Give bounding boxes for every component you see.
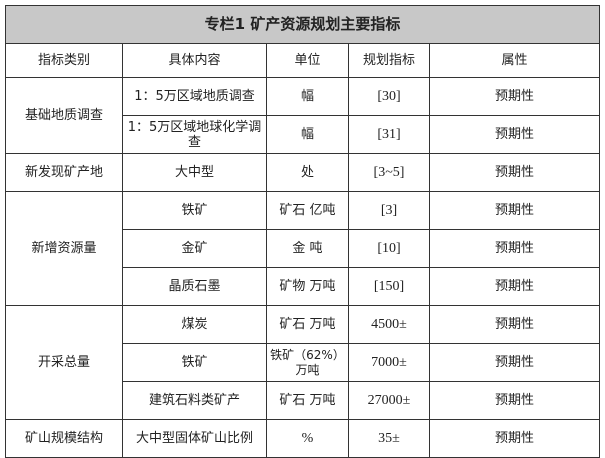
header-category: 指标类别 [5, 43, 123, 78]
unit-cell: 矿物 万吨 [266, 267, 349, 306]
attribute-cell: 预期性 [428, 77, 601, 116]
unit-cell: 矿石 亿吨 [266, 191, 349, 230]
attribute-cell: 预期性 [428, 153, 601, 192]
unit-cell: 铁矿（62%）万吨 [266, 343, 349, 382]
indicators-table: 专栏1 矿产资源规划主要指标 指标类别 具体内容 单位 规划指标 属性 基础地质… [4, 5, 601, 458]
table-row: 建筑石料类矿产 矿石 万吨 27000± 预期性 [6, 381, 601, 420]
category-cell: 开采总量 [5, 305, 123, 420]
table-row: 矿山规模结构 大中型固体矿山比例% 35± 预期性 [5, 419, 601, 458]
unit-cell: 处 [266, 153, 349, 192]
category-cell: 新发现矿产地 [5, 153, 123, 192]
title-row: 专栏1 矿产资源规划主要指标 [4, 5, 601, 44]
table-row: 开采总量 煤炭 矿石 万吨 4500± 预期性 [5, 305, 601, 420]
content-cell: 煤炭 [122, 305, 267, 344]
table-row: 新发现矿产地 大中型处 [3~5] 预期性 [5, 153, 601, 192]
attribute-cell: 预期性 [428, 229, 601, 268]
unit-cell: 幅 [266, 115, 349, 154]
header-content: 具体内容 [122, 43, 267, 78]
attribute-cell: 预期性 [428, 343, 601, 382]
table-row: 新增资源量 铁矿 矿石 亿吨 [3] 预期性 [5, 191, 601, 306]
attribute-cell: 预期性 [428, 305, 601, 344]
target-cell: [10] [348, 229, 430, 268]
target-cell: 4500± [348, 305, 430, 344]
content-cell: 大中型 [122, 153, 267, 192]
content-cell: 金矿 [122, 229, 267, 268]
header-attribute: 属性 [428, 43, 601, 78]
content-cell: 晶质石墨 [122, 267, 267, 306]
category-cell: 矿山规模结构 [5, 419, 123, 458]
attribute-cell: 预期性 [428, 191, 601, 230]
unit-cell: 矿石 万吨 [266, 305, 349, 344]
attribute-cell: 预期性 [428, 381, 601, 420]
content-cell: 1：5万区域地球化学调查 [122, 115, 267, 154]
unit-cell: 金 吨 [266, 229, 349, 268]
target-cell: [3] [348, 191, 430, 230]
unit-cell: 幅 [266, 77, 349, 116]
content-cell: 铁矿 [122, 191, 267, 230]
header-unit: 单位 [266, 43, 349, 78]
content-cell: 1：5万区域地质调查 [122, 77, 267, 116]
content-cell: 大中型固体矿山比例 [122, 419, 267, 458]
table-title: 专栏1 矿产资源规划主要指标 [4, 5, 601, 44]
header-row: 指标类别 具体内容 单位 规划指标 属性 [5, 43, 601, 78]
target-cell: [3~5] [348, 153, 430, 192]
target-cell: [150] [348, 267, 430, 306]
header-target: 规划指标 [348, 43, 430, 78]
table-row: 基础地质调查 1：5万区域地质调查幅 [30] 预期性 [5, 77, 601, 154]
content-cell: 铁矿 [122, 343, 267, 382]
category-cell: 新增资源量 [5, 191, 123, 306]
target-cell: [30] [348, 77, 430, 116]
content-cell: 建筑石料类矿产 [122, 381, 267, 420]
target-cell: [31] [348, 115, 430, 154]
attribute-cell: 预期性 [428, 419, 601, 458]
target-cell: 27000± [348, 381, 430, 420]
attribute-cell: 预期性 [428, 267, 601, 306]
table-row: 1：5万区域地球化学调查幅 [31] 预期性 [6, 115, 601, 154]
table-row: 金矿金 吨 [10] 预期性 [6, 229, 601, 268]
target-cell: 35± [348, 419, 430, 458]
unit-cell: 矿石 万吨 [266, 381, 349, 420]
attribute-cell: 预期性 [428, 115, 601, 154]
unit-cell: % [266, 419, 349, 458]
target-cell: 7000± [348, 343, 430, 382]
category-cell: 基础地质调查 [5, 77, 123, 154]
